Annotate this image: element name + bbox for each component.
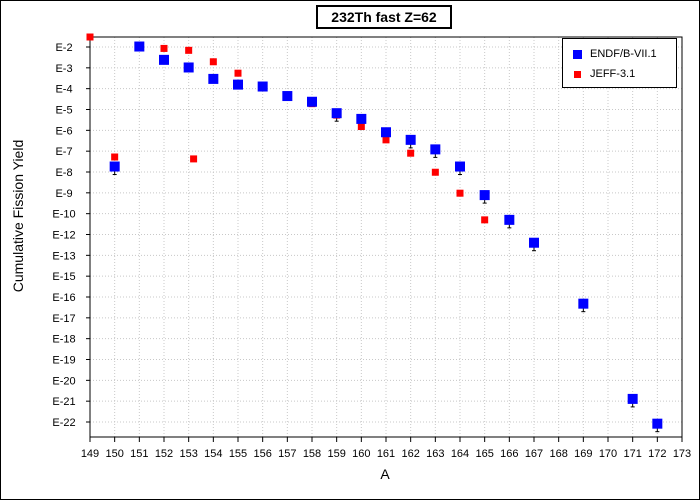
jeff-point — [431, 168, 439, 176]
jeff-point — [111, 153, 119, 161]
x-tick-label: 160 — [352, 448, 370, 460]
jeff-point — [382, 136, 390, 144]
x-tick-label: 150 — [105, 448, 123, 460]
x-tick-label: 170 — [599, 448, 617, 460]
jeff-point — [481, 216, 489, 224]
x-tick-label: 164 — [451, 448, 469, 460]
y-tick-label: E-7 — [55, 146, 72, 158]
endf-point — [578, 298, 589, 309]
x-tick-label: 166 — [500, 448, 518, 460]
jeff-point — [357, 123, 365, 131]
endf-point — [109, 161, 120, 172]
y-tick-label: E-4 — [55, 84, 72, 96]
jeff-point — [160, 44, 168, 52]
x-tick-label: 154 — [204, 448, 222, 460]
jeff-point — [407, 149, 415, 157]
x-tick-label: 163 — [426, 448, 444, 460]
y-tick-label: E-22 — [52, 417, 75, 429]
endf-point — [430, 144, 441, 155]
y-tick-label: E-3 — [55, 63, 72, 75]
endf-point — [233, 79, 243, 90]
x-tick-label: 167 — [525, 448, 543, 460]
endf-point — [627, 393, 638, 404]
x-tick-label: 157 — [278, 448, 296, 460]
chart-title: 232Th fast Z=62 — [316, 5, 452, 29]
x-tick-label: 172 — [648, 448, 666, 460]
y-tick-label: E-5 — [55, 105, 72, 117]
endf-point — [652, 418, 663, 429]
endf-point — [529, 237, 539, 248]
y-tick-label: E-20 — [52, 375, 75, 387]
y-tick-label: E-8 — [55, 167, 72, 179]
endf-point — [356, 113, 367, 124]
y-tick-label: E-2 — [55, 42, 72, 54]
x-tick-label: 168 — [549, 448, 567, 460]
y-tick-label: E-19 — [52, 355, 75, 367]
x-tick-label: 151 — [130, 448, 148, 460]
y-tick-label: E-18 — [52, 334, 75, 346]
x-tick-label: 149 — [81, 448, 99, 460]
y-tick-label: E-10 — [52, 209, 75, 221]
jeff-point — [234, 69, 242, 77]
endf-point — [282, 91, 293, 102]
x-tick-label: 155 — [229, 448, 247, 460]
endf-point — [307, 96, 317, 107]
endf-point — [405, 134, 416, 145]
y-axis: E-2 E-3 E-4 E-5 E-6 E-7 E-8 E-9 E-10 E-12 E-13 E-15… — [52, 42, 90, 429]
endf-point — [183, 62, 194, 73]
y-axis-label: Cumulative Fission Yield — [10, 139, 26, 293]
legend-item-jeff: JEFF-3.1 — [573, 67, 635, 81]
legend: ENDF/B-VII.1 JEFF-3.1 — [562, 38, 677, 88]
x-tick-label: 171 — [623, 448, 641, 460]
x-tick-label: 159 — [327, 448, 345, 460]
endf-point — [257, 81, 268, 92]
x-tick-label: 173 — [673, 448, 691, 460]
x-tick-label: 162 — [401, 448, 419, 460]
x-tick-label: 161 — [377, 448, 395, 460]
grid-layer — [89, 37, 683, 437]
x-tick-label: 169 — [574, 448, 592, 460]
y-tick-label: E-12 — [52, 230, 75, 242]
endf-point — [159, 54, 169, 65]
endf-point — [134, 41, 145, 52]
legend-label-jeff: JEFF-3.1 — [590, 68, 636, 80]
x-tick-label: 156 — [253, 448, 271, 460]
y-tick-label: E-13 — [52, 250, 75, 262]
x-tick-label: 153 — [179, 448, 197, 460]
x-axis: 149 150 151 152 153 154 155 156 157 158 159 160 161 1… — [81, 437, 691, 460]
endf-point — [504, 214, 515, 225]
jeff-point — [190, 155, 198, 163]
y-tick-label: E-15 — [52, 271, 75, 283]
x-tick-label: 165 — [475, 448, 493, 460]
jeff-point — [185, 46, 193, 54]
x-tick-label: 152 — [155, 448, 173, 460]
legend-swatch-endf — [573, 49, 582, 59]
endf-point — [479, 190, 490, 201]
x-tick-label: 158 — [303, 448, 321, 460]
y-tick-label: E-16 — [52, 292, 75, 304]
x-axis-label: A — [380, 466, 390, 482]
y-tick-label: E-21 — [52, 396, 75, 408]
endf-point — [381, 127, 391, 138]
endf-point — [455, 161, 465, 172]
legend-label-endf: ENDF/B-VII.1 — [590, 48, 657, 60]
jeff-point — [209, 58, 217, 66]
legend-item-endf: ENDF/B-VII.1 — [573, 47, 657, 61]
y-tick-label: E-9 — [55, 188, 72, 200]
y-tick-label: E-6 — [55, 125, 72, 137]
legend-swatch-jeff — [574, 70, 581, 78]
jeff-point — [456, 189, 464, 197]
jeff-point — [86, 33, 94, 41]
endf-point — [331, 108, 342, 119]
y-tick-label: E-17 — [52, 313, 75, 325]
endf-point — [208, 73, 219, 84]
series-layer — [86, 33, 663, 429]
